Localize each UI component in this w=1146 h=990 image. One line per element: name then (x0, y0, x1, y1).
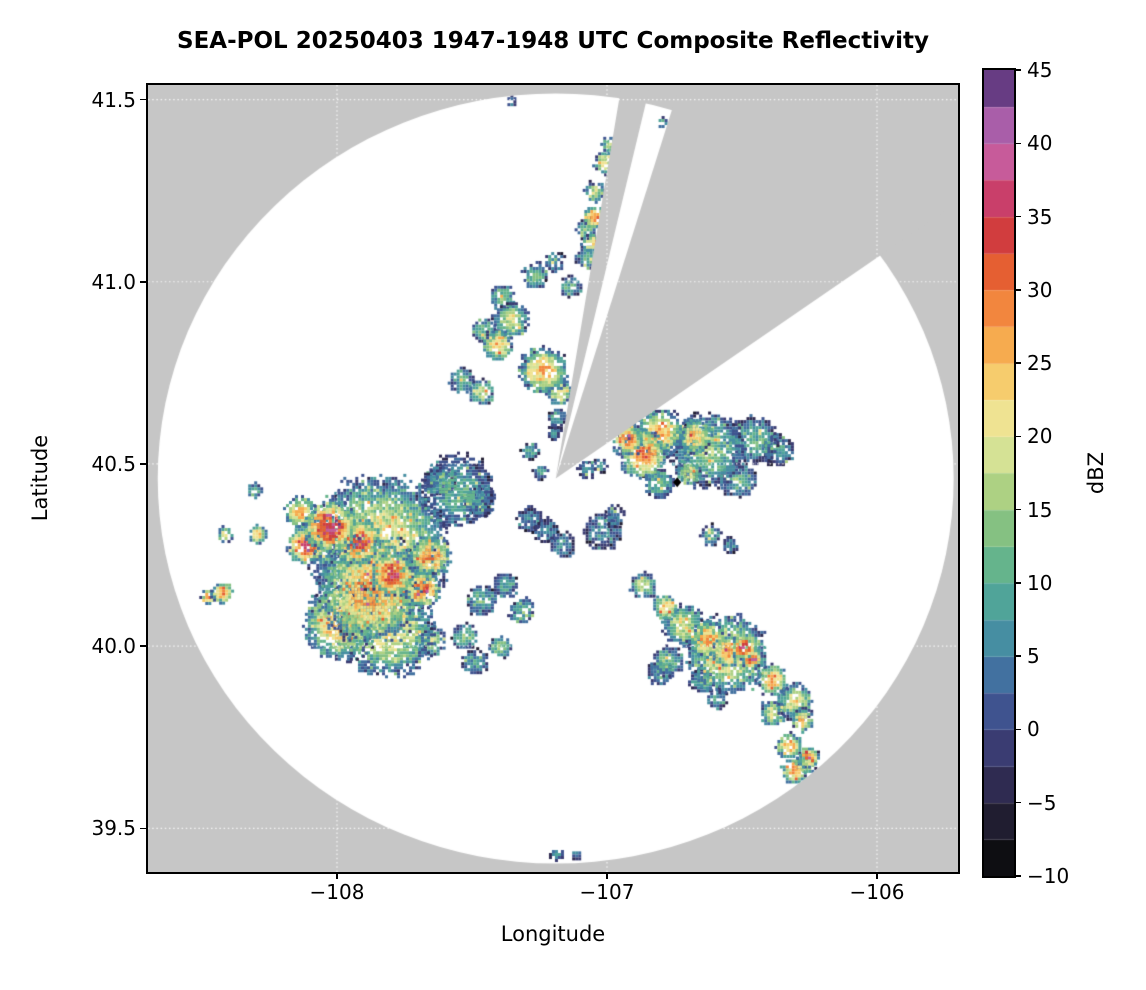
x-tick-mark (606, 872, 608, 879)
colorbar-tick-mark (1014, 728, 1021, 731)
colorbar-tick-label: 5 (1027, 644, 1040, 669)
colorbar-tick-label: 30 (1027, 277, 1053, 302)
x-tick-mark (336, 872, 338, 879)
colorbar-tick-label: 20 (1027, 424, 1053, 449)
colorbar-tick-label: 45 (1027, 58, 1053, 82)
colorbar-tick-label: 0 (1027, 717, 1040, 742)
y-tick-label: 41.5 (91, 87, 136, 112)
chart-title: SEA-POL 20250403 1947-1948 UTC Composite… (177, 28, 929, 54)
colorbar-tick-label: 15 (1027, 497, 1053, 522)
y-tick-label: 39.5 (91, 816, 136, 841)
colorbar-canvas (984, 70, 1014, 876)
colorbar-tick-mark (1014, 362, 1021, 364)
x-tick-label: −108 (309, 880, 365, 904)
colorbar-tick-mark (1014, 69, 1021, 71)
colorbar-label: dBZ (1084, 451, 1108, 495)
y-tick-mark (140, 463, 147, 465)
colorbar-tick-mark (1014, 801, 1021, 804)
y-tick-label: 41.0 (91, 269, 136, 294)
x-tick-label: −106 (849, 880, 905, 904)
x-axis-label: Longitude (500, 922, 606, 946)
colorbar-tick-label: 35 (1027, 204, 1053, 229)
colorbar-tick-label: 10 (1027, 570, 1053, 595)
colorbar-tick-label: −5 (1027, 790, 1057, 815)
colorbar-tick-mark (1014, 582, 1021, 584)
colorbar-tick-mark (1014, 142, 1021, 145)
colorbar-tick-mark (1014, 655, 1021, 657)
y-tick-label: 40.5 (91, 451, 136, 476)
y-tick-mark (140, 98, 147, 101)
y-tick-mark (140, 281, 147, 283)
x-tick-mark (876, 872, 878, 879)
y-axis-label: Latitude (28, 434, 52, 522)
colorbar-tick-label: 40 (1027, 131, 1053, 156)
colorbar-tick-mark (1014, 435, 1021, 438)
colorbar-tick-mark (1014, 508, 1021, 511)
y-tick-mark (140, 645, 147, 647)
colorbar-tick-mark (1014, 215, 1021, 218)
colorbar-tick-mark (1014, 875, 1021, 877)
y-tick-mark (140, 827, 147, 830)
radar-reflectivity-canvas (148, 85, 958, 872)
y-tick-label: 40.0 (91, 634, 136, 659)
colorbar-tick-label: 25 (1027, 351, 1053, 376)
x-tick-label: −107 (579, 880, 635, 904)
colorbar-tick-mark (1014, 289, 1021, 291)
colorbar-tick-label: −10 (1027, 864, 1070, 888)
